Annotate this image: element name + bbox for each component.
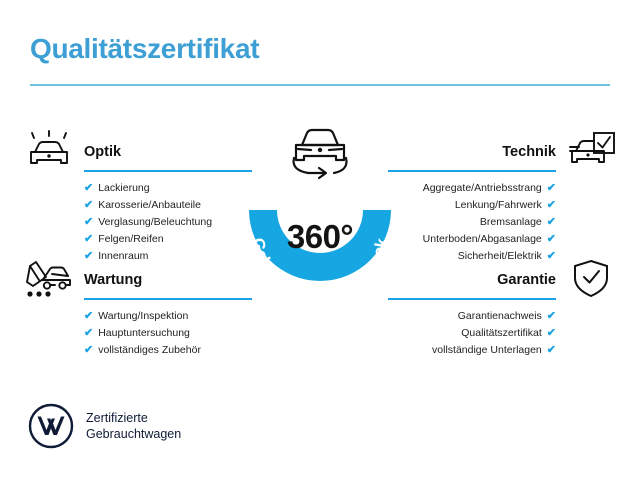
section-header: Optik bbox=[22, 130, 252, 172]
list-item-label: Hauptuntersuchung bbox=[98, 327, 190, 339]
section-optik: Optik ✔ Lackierung ✔ Karosserie/Anbauteile… bbox=[22, 130, 252, 262]
badge-center-label: 360° bbox=[286, 218, 354, 255]
check-icon: ✔ bbox=[84, 233, 94, 245]
list-item: ✔ Verglasung/Beleuchtung bbox=[84, 214, 212, 231]
list-item: Unterboden/Abgasanlage ✔ bbox=[423, 231, 556, 248]
checklist-optik: ✔ Lackierung ✔ Karosserie/Anbauteile ✔ Verg… bbox=[84, 180, 212, 265]
car-service-pen-icon bbox=[22, 258, 76, 300]
check-icon: ✔ bbox=[546, 250, 556, 262]
list-item: vollständige Unterlagen ✔ bbox=[432, 342, 556, 359]
check-icon: ✔ bbox=[84, 310, 94, 322]
footer-line-1: Zertifizierte bbox=[86, 411, 148, 425]
check-icon: ✔ bbox=[546, 199, 556, 211]
check-icon: ✔ bbox=[84, 182, 94, 194]
list-item: ✔ Lackierung bbox=[84, 180, 212, 197]
list-item-label: Lenkung/Fahrwerk bbox=[454, 199, 542, 211]
list-item-label: Karosserie/Anbauteile bbox=[98, 199, 201, 211]
section-underline bbox=[388, 170, 556, 172]
section-header: Technik bbox=[388, 130, 618, 172]
list-item: Bremsanlage ✔ bbox=[423, 214, 556, 231]
list-item-label: Aggregate/Antriebsstrang bbox=[422, 182, 542, 194]
section-wartung: Wartung ✔ Wartung/Inspektion ✔ Hauptunters… bbox=[22, 258, 252, 356]
check-icon: ✔ bbox=[546, 233, 556, 245]
vw-logo-icon bbox=[28, 403, 74, 449]
check-icon: ✔ bbox=[84, 250, 94, 262]
list-item: Sicherheit/Elektrik ✔ bbox=[423, 248, 556, 265]
section-header: Wartung bbox=[22, 258, 252, 300]
list-item: ✔ Felgen/Reifen bbox=[84, 231, 212, 248]
section-header: Garantie bbox=[388, 258, 618, 300]
check-icon: ✔ bbox=[84, 344, 94, 356]
list-item-label: Wartung/Inspektion bbox=[98, 310, 189, 322]
section-underline bbox=[84, 170, 252, 172]
shield-check-icon bbox=[564, 258, 618, 300]
list-item-label: Lackierung bbox=[98, 182, 150, 194]
list-item-label: Unterboden/Abgasanlage bbox=[422, 233, 542, 245]
list-item: ✔ Innenraum bbox=[84, 248, 212, 265]
section-title: Technik bbox=[502, 144, 556, 160]
list-item: Aggregate/Antriebsstrang ✔ bbox=[423, 180, 556, 197]
checklist-garantie: Garantienachweis ✔ Qualitätszertifikat ✔ v… bbox=[432, 308, 556, 359]
section-technik: Technik Aggregate/Antriebsstrang ✔ Lenkun… bbox=[388, 130, 618, 262]
section-underline bbox=[388, 298, 556, 300]
car-shine-icon bbox=[22, 130, 76, 172]
checklist-technik: Aggregate/Antriebsstrang ✔ Lenkung/Fahrwe… bbox=[423, 180, 556, 265]
list-item: Qualitätszertifikat ✔ bbox=[432, 325, 556, 342]
checklist-wartung: ✔ Wartung/Inspektion ✔ Hauptuntersuchung ✔… bbox=[84, 308, 201, 359]
section-title: Wartung bbox=[84, 272, 143, 288]
section-title: Optik bbox=[84, 144, 122, 160]
check-icon: ✔ bbox=[84, 199, 94, 211]
badge-ring-arc: Gebrauchtwagen-Check bbox=[228, 158, 412, 318]
list-item-label: Felgen/Reifen bbox=[98, 233, 164, 245]
title-divider bbox=[30, 84, 610, 86]
list-item: ✔ Karosserie/Anbauteile bbox=[84, 197, 212, 214]
list-item-label: vollständiges Zubehör bbox=[98, 344, 201, 356]
check-icon: ✔ bbox=[546, 216, 556, 228]
list-item-label: Garantienachweis bbox=[457, 310, 542, 322]
list-item: Garantienachweis ✔ bbox=[432, 308, 556, 325]
page-title: Qualitätszertifikat bbox=[30, 33, 260, 64]
footer-line-2: Gebrauchtwagen bbox=[86, 427, 182, 441]
section-underline bbox=[84, 298, 252, 300]
section-garantie: Garantie Garantienachweis ✔ Qualitätszert… bbox=[388, 258, 618, 356]
list-item-label: Bremsanlage bbox=[479, 216, 542, 228]
list-item-label: Innenraum bbox=[98, 250, 149, 262]
footer-text: Zertifizierte Gebrauchtwagen bbox=[86, 410, 181, 442]
car-checkbox-icon bbox=[564, 130, 618, 172]
badge-360-check: Gebrauchtwagen-Check 360° bbox=[228, 122, 412, 318]
list-item: ✔ Wartung/Inspektion bbox=[84, 308, 201, 325]
list-item-label: vollständige Unterlagen bbox=[432, 344, 542, 356]
check-icon: ✔ bbox=[546, 310, 556, 322]
list-item-label: Sicherheit/Elektrik bbox=[457, 250, 542, 262]
vw-footer-lockup: Zertifizierte Gebrauchtwagen bbox=[28, 403, 181, 449]
check-icon: ✔ bbox=[546, 327, 556, 339]
list-item-label: Qualitätszertifikat bbox=[461, 327, 542, 339]
list-item: ✔ vollständiges Zubehör bbox=[84, 342, 201, 359]
list-item: ✔ Hauptuntersuchung bbox=[84, 325, 201, 342]
check-icon: ✔ bbox=[546, 182, 556, 194]
section-title: Garantie bbox=[497, 272, 556, 288]
list-item: Lenkung/Fahrwerk ✔ bbox=[423, 197, 556, 214]
check-icon: ✔ bbox=[84, 327, 94, 339]
list-item-label: Verglasung/Beleuchtung bbox=[98, 216, 213, 228]
check-icon: ✔ bbox=[546, 344, 556, 356]
check-icon: ✔ bbox=[84, 216, 94, 228]
car-rotate-icon bbox=[278, 122, 362, 184]
